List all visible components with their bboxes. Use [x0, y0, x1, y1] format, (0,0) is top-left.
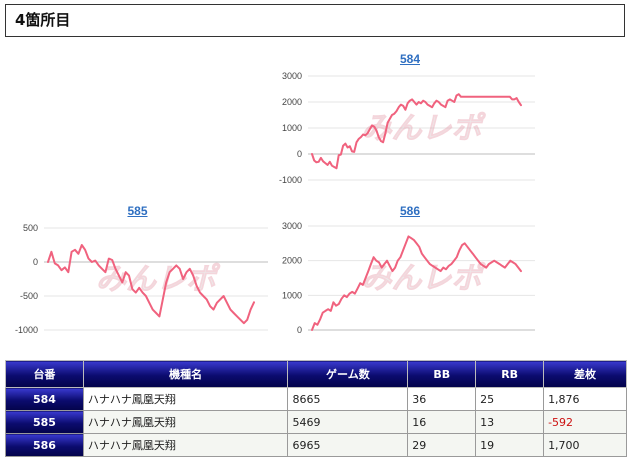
- watermark-text: みんレポ: [362, 111, 487, 146]
- y-tick-label: 0: [297, 325, 302, 335]
- watermark-logo: みんレポ: [361, 111, 487, 147]
- y-tick-label: 2000: [282, 256, 302, 266]
- table-row: 584 ハナハナ鳳凰天翔 8665 36 25 1,876: [5, 387, 627, 411]
- line-chart: -1000 0 1000 2000 3000 みんレポ: [279, 71, 535, 185]
- bb-cell: 29: [407, 433, 477, 457]
- table-row: 586 ハナハナ鳳凰天翔 6965 29 19 1,700: [5, 433, 627, 457]
- model-cell: ハナハナ鳳凰天翔: [82, 387, 289, 411]
- y-tick-label: 1000: [282, 290, 302, 300]
- rb-cell: 13: [475, 410, 545, 434]
- y-tick-label: 3000: [282, 71, 302, 81]
- y-tick-label: 500: [23, 223, 38, 233]
- table-row: 585 ハナハナ鳳凰天翔 5469 16 13 -592: [5, 410, 627, 434]
- column-header: 機種名: [82, 360, 289, 388]
- column-header: 差枚: [543, 360, 627, 388]
- column-header: 台番: [5, 360, 84, 388]
- y-tick-label: 2000: [282, 97, 302, 107]
- column-header: BB: [407, 360, 477, 388]
- y-tick-label: -1000: [279, 175, 302, 185]
- bb-cell: 36: [407, 387, 477, 411]
- y-tick-label: 1000: [282, 123, 302, 133]
- series-line: [47, 244, 255, 325]
- chart-title-link[interactable]: 584: [399, 52, 421, 66]
- chart-title-link[interactable]: 586: [399, 204, 421, 218]
- y-tick-label: -1000: [15, 325, 38, 335]
- column-header: ゲーム数: [287, 360, 409, 388]
- series-line: [311, 93, 522, 170]
- model-cell: ハナハナ鳳凰天翔: [82, 433, 289, 457]
- y-tick-label: 0: [33, 257, 38, 267]
- column-header: RB: [475, 360, 545, 388]
- model-cell: ハナハナ鳳凰天翔: [82, 410, 289, 434]
- diff-cell: 1,876: [543, 387, 627, 411]
- machine-number-cell: 584: [5, 387, 84, 411]
- chart-585: 585 -1000 -500 0 500 みんレポ: [0, 204, 275, 344]
- games-cell: 8665: [287, 387, 409, 411]
- y-tick-label: -500: [20, 291, 38, 301]
- data-table: 台番 機種名 ゲーム数 BB RB 差枚 584 ハナハナ鳳凰天翔 8665 3…: [5, 360, 627, 457]
- table-header-row: 台番 機種名 ゲーム数 BB RB 差枚: [5, 360, 627, 388]
- chart-586: 586 0 1000 2000 3000 みんレポ: [270, 204, 550, 344]
- series-line: [311, 235, 522, 331]
- y-tick-label: 0: [297, 149, 302, 159]
- diff-cell: 1,700: [543, 433, 627, 457]
- bb-cell: 16: [407, 410, 477, 434]
- machine-number-cell: 586: [5, 433, 84, 457]
- games-cell: 5469: [287, 410, 409, 434]
- diff-cell: -592: [543, 410, 627, 434]
- rb-cell: 25: [475, 387, 545, 411]
- y-tick-label: 3000: [282, 221, 302, 231]
- games-cell: 6965: [287, 433, 409, 457]
- chart-title-link[interactable]: 585: [127, 204, 148, 218]
- chart-584: 584 -1000 0 1000 2000 3000 みんレポ: [270, 52, 550, 197]
- rb-cell: 19: [475, 433, 545, 457]
- section-heading: 4箇所目: [5, 4, 625, 37]
- machine-number-cell: 585: [5, 410, 84, 434]
